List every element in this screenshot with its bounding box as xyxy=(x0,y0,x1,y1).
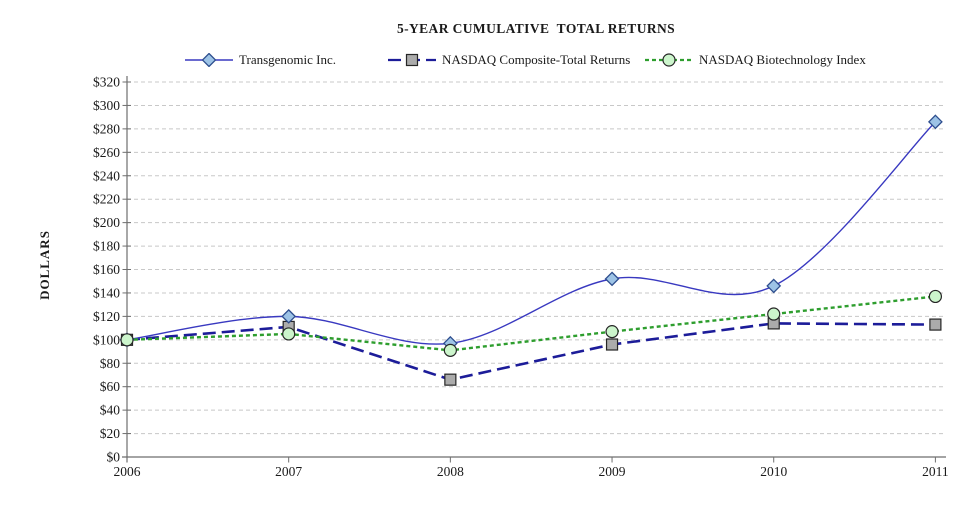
square-marker xyxy=(444,373,457,386)
circle-marker xyxy=(662,53,676,67)
circle-marker xyxy=(443,343,457,357)
diamond-marker xyxy=(281,308,297,324)
x-tick-label: 2006 xyxy=(114,464,141,479)
series-line xyxy=(126,121,936,345)
square-marker xyxy=(605,338,619,351)
series-line xyxy=(126,322,936,382)
circle-marker xyxy=(928,289,943,304)
y-tick-label: $80 xyxy=(100,356,121,371)
diamond-marker xyxy=(766,278,782,294)
y-tick-label: $40 xyxy=(100,403,121,418)
y-tick-label: $120 xyxy=(93,309,120,324)
series-nasdaq-biotech xyxy=(120,289,943,357)
legend-item-nasdaq-biotech: NASDAQ Biotechnology Index xyxy=(645,51,866,69)
x-tick-label: 2009 xyxy=(599,464,626,479)
y-tick-label: $260 xyxy=(93,145,120,160)
diamond-marker xyxy=(927,114,943,130)
legend-label-nasdaq-biotech: NASDAQ Biotechnology Index xyxy=(699,52,866,67)
legend-square-marker-icon xyxy=(388,53,436,67)
y-tick-label: $60 xyxy=(100,379,121,394)
legend-item-nasdaq-composite: NASDAQ Composite-Total Returns xyxy=(388,51,630,69)
circle-marker xyxy=(282,327,296,341)
square-marker xyxy=(929,318,942,331)
x-tick-label: 2008 xyxy=(437,464,464,479)
legend-circle-marker-icon xyxy=(645,53,693,67)
circle-marker xyxy=(120,333,134,347)
y-tick-label: $280 xyxy=(93,121,120,136)
y-tick-label: $20 xyxy=(100,426,121,441)
legend-diamond-marker-icon xyxy=(185,52,233,68)
diamond-marker xyxy=(201,52,217,68)
y-tick-label: $180 xyxy=(93,239,120,254)
y-tick-label: $0 xyxy=(107,450,121,465)
chart-title: 5-YEAR CUMULATIVE TOTAL RETURNS xyxy=(396,21,676,36)
y-tick-label: $240 xyxy=(93,168,120,183)
legend-item-transgenomic: Transgenomic Inc. xyxy=(185,51,336,69)
x-tick-label: 2011 xyxy=(922,464,949,479)
y-tick-label: $300 xyxy=(93,98,120,113)
y-tick-label: $100 xyxy=(93,332,120,347)
diamond-marker xyxy=(604,271,620,287)
series-line xyxy=(126,295,936,352)
square-marker xyxy=(405,53,419,67)
x-tick-label: 2010 xyxy=(760,464,787,479)
y-tick-label: $140 xyxy=(93,285,120,300)
circle-marker xyxy=(767,307,781,321)
legend-label-nasdaq-composite: NASDAQ Composite-Total Returns xyxy=(442,52,631,67)
y-tick-label: $220 xyxy=(93,192,120,207)
y-tick-label: $160 xyxy=(93,262,120,277)
x-tick-label: 2007 xyxy=(275,464,302,479)
legend-label-transgenomic: Transgenomic Inc. xyxy=(239,52,337,67)
series-transgenomic xyxy=(119,114,943,351)
circle-marker xyxy=(605,325,619,339)
series-nasdaq-composite xyxy=(120,317,942,386)
y-tick-label: $200 xyxy=(93,215,120,230)
y-tick-label: $320 xyxy=(93,75,120,90)
